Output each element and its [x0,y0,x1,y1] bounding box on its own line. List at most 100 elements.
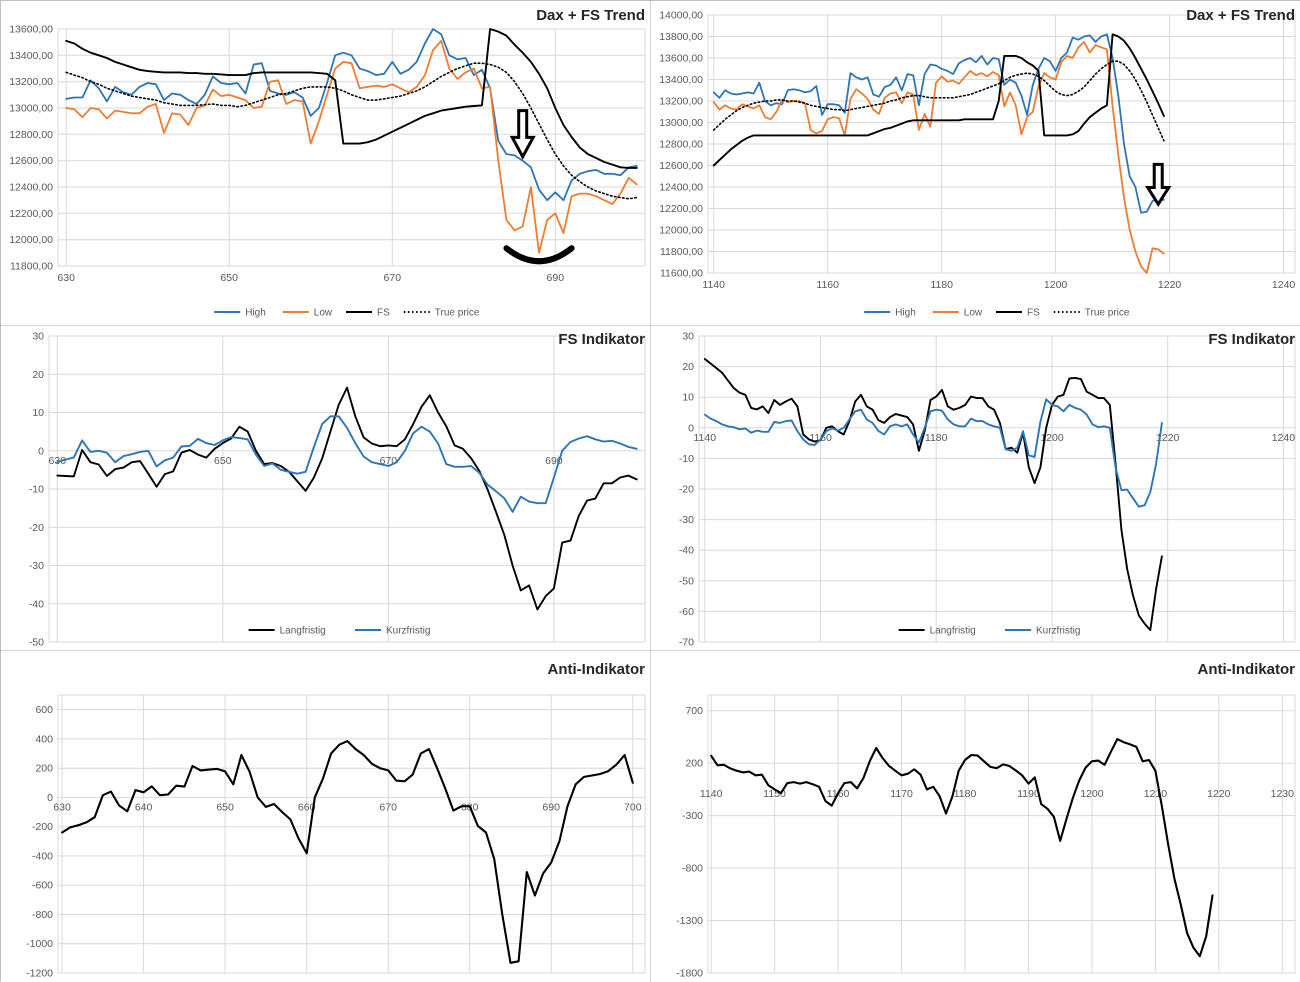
gridlines [48,335,646,643]
x-tick-label: 1200 [1040,432,1064,444]
y-tick-label: 13600,00 [9,24,53,36]
legend-label: Kurzfristig [386,626,430,637]
y-tick-label: -200 [32,821,53,833]
y-tick-label: -600 [32,880,53,892]
y-tick-label: 12000,00 [9,234,53,246]
y-axis-labels: 30 20 10 0 -10 -20 -30 -40 -50 -60 -70 [679,331,694,649]
gridlines [707,14,1296,274]
x-tick-label: 1180 [930,279,953,291]
x-tick-label: 1220 [1158,279,1182,291]
y-axis-labels: 13600,00 13400,00 13200,00 13000,00 12800,00… [9,24,53,273]
y-axis-labels: 600 400 200 0 -200 -400 -600 -800 -1000 -1200 [26,704,53,979]
y-tick-label: 12200,00 [9,208,53,220]
y-tick-label: -400 [32,850,53,862]
y-tick-label: -1800 [676,968,703,980]
x-tick-label: 1240 [1272,279,1296,291]
legend-label: FS [1027,308,1040,319]
chart-title: Anti-Indikator [1198,661,1296,678]
y-axis-labels: 30 20 10 0 -10 -20 -30 -40 -50 [29,331,44,649]
panel-fs-indikator-right: 30 20 10 0 -10 -20 -30 -40 -50 -60 -70 1140 1160 1180… [651,326,1300,651]
y-tick-label: 13000,00 [9,103,53,115]
panel-anti-indikator-right: 700 200 -300 -800 -1300 -1800 1140 1150 1160 1170… [651,651,1300,982]
y-tick-label: -40 [679,545,694,557]
x-tick-label: 1220 [1156,432,1180,444]
y-axis-labels: 14000,00 13800,00 13600,00 13400,00 13200,00… [659,10,703,280]
x-tick-label: 1240 [1272,432,1296,444]
x-tick-label: 690 [547,272,565,284]
legend-label: Langfristig [930,626,976,637]
x-axis-labels: 630 650 670 690 [49,455,563,467]
y-tick-label: 10 [32,407,44,419]
series-high-line [65,28,638,202]
x-tick-label: 1140 [700,788,723,800]
x-axis-labels: 1140 1160 1180 1200 1220 1240 [702,279,1295,291]
y-tick-label: 12200,00 [659,203,703,215]
y-tick-label: 12400,00 [9,182,53,194]
y-tick-label: 11800,00 [660,246,703,258]
y-tick-label: 12400,00 [659,182,703,194]
y-tick-label: -40 [29,598,44,610]
x-tick-label: 630 [53,801,71,813]
x-tick-label: 690 [542,801,560,813]
y-tick-label: 0 [38,445,44,457]
y-tick-label: 12000,00 [659,225,703,237]
y-tick-label: 12800,00 [9,129,53,141]
y-tick-label: 600 [35,704,53,716]
y-tick-label: 12600,00 [9,155,53,167]
y-tick-label: -70 [679,637,694,649]
x-tick-label: 660 [298,801,316,813]
y-tick-label: 200 [35,763,53,775]
x-tick-label: 1210 [1144,788,1168,800]
y-tick-label: -1200 [26,968,53,980]
x-tick-label: 650 [214,455,232,467]
y-tick-label: 13400,00 [9,50,53,62]
x-tick-label: 650 [216,801,234,813]
x-tick-label: 1190 [1017,788,1040,800]
legend-label: Langfristig [280,626,326,637]
x-axis-labels: 630 650 670 690 [57,272,564,284]
y-tick-label: -50 [29,637,44,649]
down-arrow-annotation [1145,162,1172,208]
y-tick-label: 700 [685,705,703,717]
series-langfristig-line [56,386,638,611]
x-tick-label: 700 [624,801,642,813]
chart-svg-dax-fs-trend-right: 14000,00 13800,00 13600,00 13400,00 13200,00… [659,7,1296,319]
legend-label: Kurzfristig [1036,626,1080,637]
y-tick-label: -300 [682,810,703,822]
series-low-line [712,41,1165,274]
y-tick-label: 12800,00 [659,139,703,151]
y-tick-label: 400 [35,733,53,745]
y-tick-label: -30 [29,560,44,572]
y-tick-label: -60 [679,606,694,618]
y-tick-label: 13400,00 [659,74,703,86]
y-tick-label: 13200,00 [9,76,53,88]
legend-label: True price [435,308,480,319]
y-tick-label: 30 [682,331,694,343]
x-tick-label: 1140 [694,432,717,444]
chart-title: Dax + FS Trend [536,7,645,24]
x-tick-label: 1180 [954,788,977,800]
x-tick-label: 1230 [1271,788,1295,800]
legend-label: Low [964,308,983,319]
legend: Langfristig Kurzfristig [248,626,430,637]
chart-svg-dax-fs-trend-left: 13600,00 13400,00 13200,00 13000,00 12800,00… [9,7,646,319]
chart-title: FS Indikator [558,331,645,348]
y-tick-label: -20 [679,484,694,496]
legend-label: True price [1085,308,1130,319]
x-axis-labels: 1140 1150 1160 1170 1180 1190 1200 1210 1220 1230 [700,788,1294,800]
legend-label: High [895,308,916,319]
x-tick-label: 1160 [816,279,839,291]
y-tick-label: 14000,00 [659,10,703,22]
x-tick-label: 1200 [1044,279,1068,291]
y-tick-label: -20 [29,522,44,534]
x-axis-labels: 1140 1160 1180 1200 1220 1240 [694,432,1296,444]
y-tick-label: -10 [29,484,44,496]
legend-label: Low [314,308,333,319]
y-tick-label: 0 [47,792,53,804]
y-tick-label: 11600,00 [660,268,703,280]
y-tick-label: -30 [679,514,694,526]
